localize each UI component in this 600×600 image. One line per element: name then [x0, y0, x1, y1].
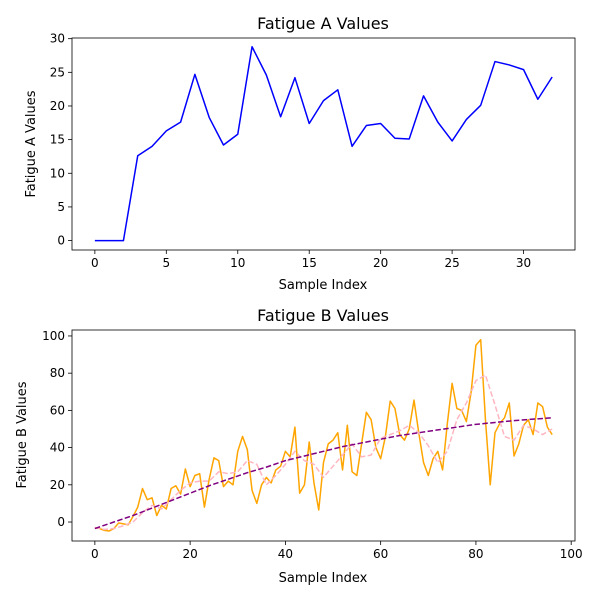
chart-a-y-tick-label: 20: [50, 99, 65, 113]
chart-b-x-tick-label: 40: [278, 547, 293, 561]
chart-b-y-tick-label: 0: [57, 515, 65, 529]
chart-a-y-tick-label: 5: [57, 200, 65, 214]
chart-a-x-tick-label: 10: [230, 256, 245, 270]
chart-a-x-tick-label: 20: [373, 256, 388, 270]
chart-b-y-tick-label: 60: [50, 403, 65, 417]
chart-b-xlabel: Sample Index: [279, 571, 368, 586]
chart-b-x-tick-label: 60: [373, 547, 388, 561]
chart-b-y-tick-label: 100: [42, 329, 65, 343]
chart-a-x-tick-label: 15: [302, 256, 317, 270]
chart-a-y-tick-label: 0: [57, 234, 65, 248]
chart-a-y-tick-label: 15: [50, 133, 65, 147]
chart-a-axes-frame: [71, 37, 576, 251]
chart-a-x-tick-label: 0: [91, 256, 99, 270]
chart-a-y-tick-label: 25: [50, 65, 65, 79]
chart-a-y-tick-label: 30: [50, 32, 65, 46]
chart-b-ylabel: Fatigue B Values: [15, 381, 30, 488]
chart-b-series-line-2: [94, 374, 553, 531]
chart-a-series-line-1: [94, 46, 553, 242]
chart-b-series-line-1: [94, 338, 553, 532]
chart-a-plot: 0 5 10 15 20 25 30 0 5 10 15 20 25 30: [50, 32, 576, 270]
chart-b-x-tick-label: 100: [560, 547, 583, 561]
chart-a-title: Fatigue A Values: [257, 14, 389, 33]
chart-a-ylabel: Fatigue A Values: [24, 90, 39, 197]
chart-a-y-tick-label: 10: [50, 166, 65, 180]
chart-b-title: Fatigue B Values: [257, 306, 389, 325]
chart-b-y-tick-label: 20: [50, 478, 65, 492]
chart-b-y-tick-label: 40: [50, 441, 65, 455]
chart-b-x-tick-label: 0: [91, 547, 99, 561]
chart-b-y-tick-label: 80: [50, 366, 65, 380]
chart-a-x-tick-label: 5: [162, 256, 170, 270]
chart-a-x-tick-label: 25: [444, 256, 459, 270]
chart-b-axes-frame: [71, 329, 576, 542]
chart-a-xlabel: Sample Index: [279, 278, 368, 293]
chart-a-x-tick-label: 30: [516, 256, 531, 270]
chart-b-plot: 0 20 40 60 80 100 0 20 40 60 80 100: [42, 329, 583, 561]
chart-a: Fatigue A Values 0 5 10 15 20 25 30 0 5 10 15 20 25 3…: [24, 14, 576, 293]
chart-b: Fatigue B Values 0 20 40 60 80 100 0 20 40 60 80 10…: [15, 306, 583, 586]
chart-b-x-tick-label: 20: [182, 547, 197, 561]
chart-b-series-line-3: [94, 417, 553, 530]
chart-b-x-tick-label: 80: [468, 547, 483, 561]
